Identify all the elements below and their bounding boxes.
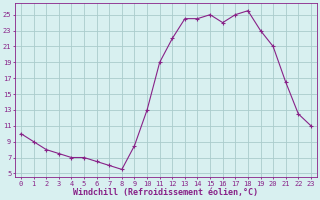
X-axis label: Windchill (Refroidissement éolien,°C): Windchill (Refroidissement éolien,°C): [74, 188, 259, 197]
